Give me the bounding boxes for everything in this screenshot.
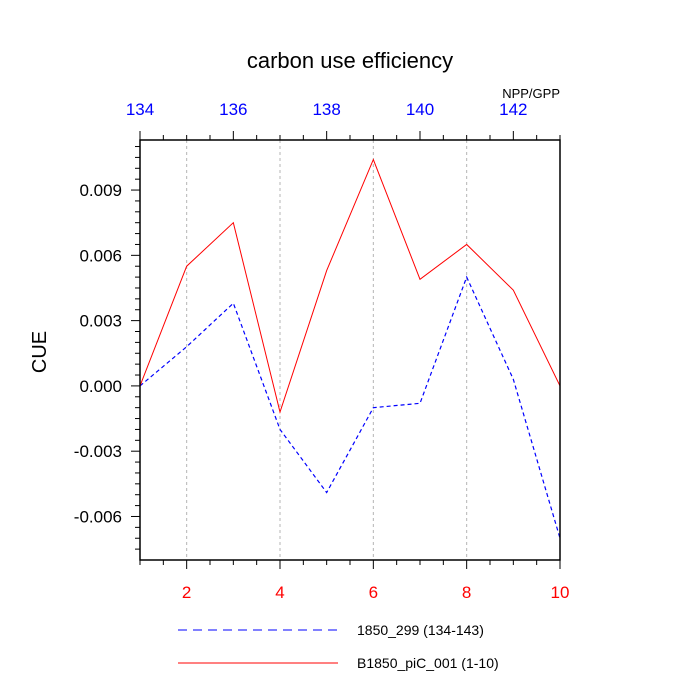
top-x-tick-label: 138: [312, 100, 340, 119]
series-layer: [139, 158, 561, 539]
y-tick-label: -0.003: [74, 442, 122, 461]
chart-title: carbon use efficiency: [247, 48, 453, 73]
legend-label: B1850_piC_001 (1-10): [357, 655, 499, 671]
top-x-tick-label: 134: [126, 100, 154, 119]
y-tick-label: 0.009: [79, 181, 122, 200]
legend: 1850_299 (134-143) B1850_piC_001 (1-10): [178, 622, 499, 671]
y-tick-label: 0.000: [79, 377, 122, 396]
y-tick-label: -0.006: [74, 507, 122, 526]
y-tick-label: 0.003: [79, 312, 122, 331]
y-axis-label: CUE: [29, 331, 51, 373]
y-tick-label: 0.006: [79, 246, 122, 265]
x-tick-label: 8: [462, 583, 471, 602]
chart-subtitle: NPP/GPP: [502, 86, 560, 101]
top-x-tick-label: 140: [406, 100, 434, 119]
x-tick-label: 4: [275, 583, 284, 602]
top-x-tick-label: 142: [499, 100, 527, 119]
x-tick-label: 6: [369, 583, 378, 602]
legend-label: 1850_299 (134-143): [357, 622, 484, 638]
x-tick-label: 10: [551, 583, 570, 602]
axes: 2 4 6 8 10 134 136 138 140 142 0.009 0.006 0.003 0.00…: [74, 100, 570, 602]
x-tick-label: 2: [182, 583, 191, 602]
series-line-1: [139, 275, 561, 539]
plot-frame: [139, 139, 561, 561]
grid-lines: [186, 140, 468, 560]
top-x-tick-label: 136: [219, 100, 247, 119]
series-line-2: [139, 158, 561, 414]
